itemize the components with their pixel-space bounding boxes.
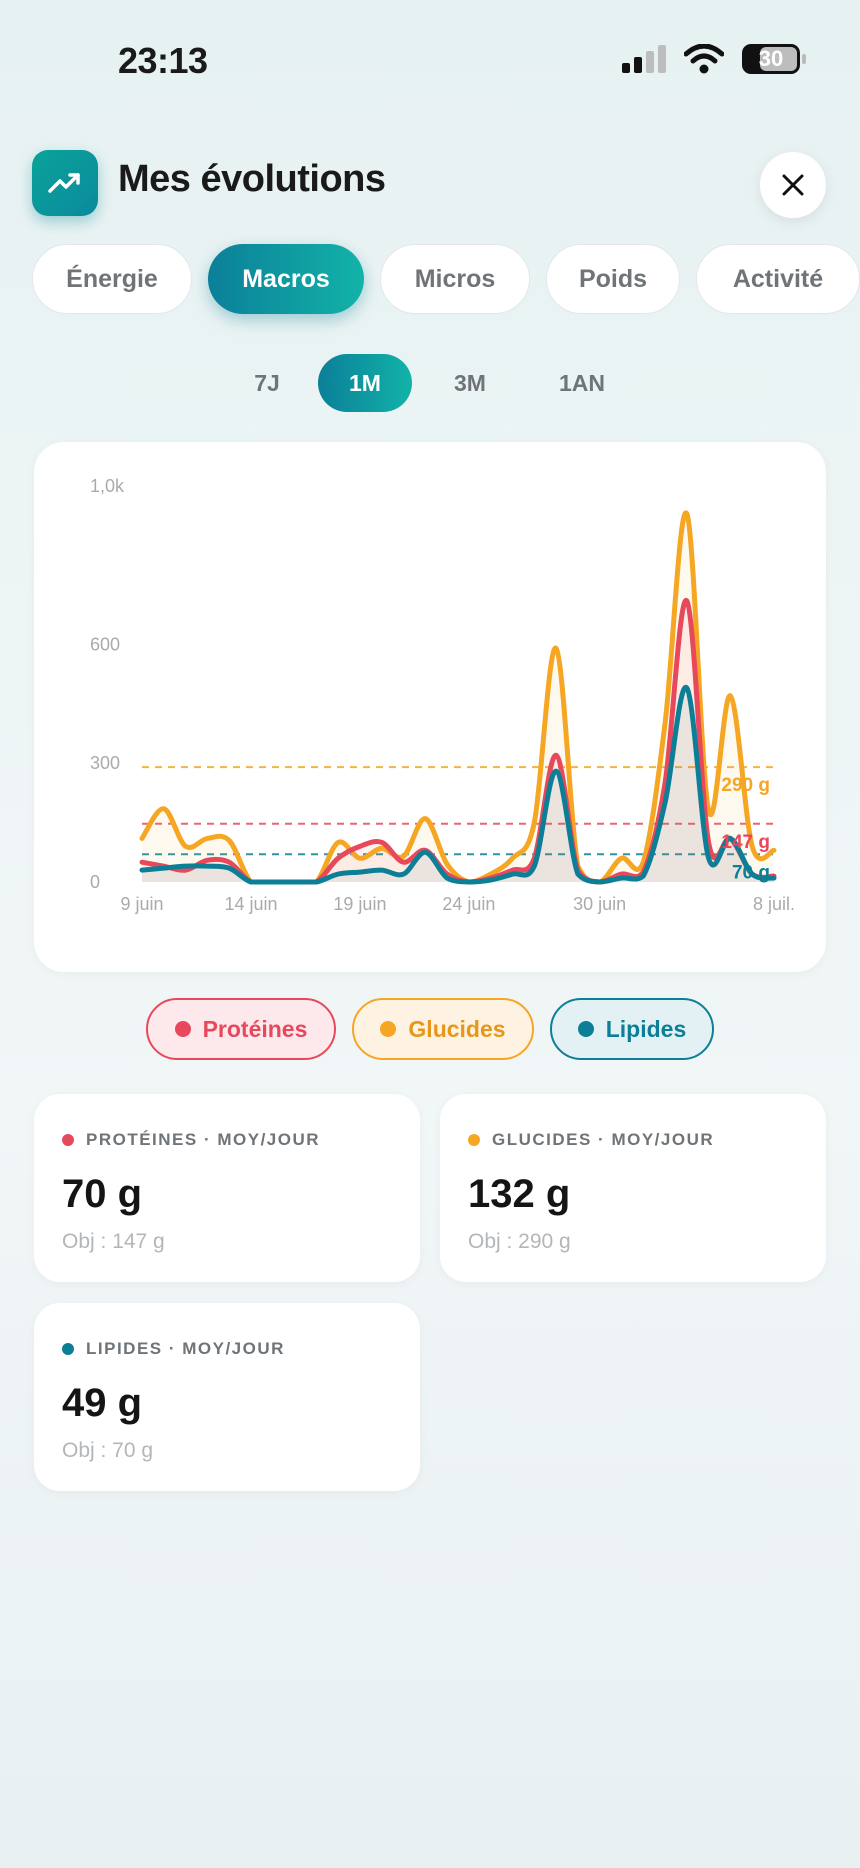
stat-objective: Obj : 147 g	[62, 1230, 165, 1253]
tab-energie[interactable]: Énergie	[32, 244, 192, 314]
x-tick-label: 30 juin	[573, 894, 626, 914]
macros-line-chart: 0 300 600 1,0k 9 juin 14 juin 19 juin 24 juin 30…	[90, 476, 795, 914]
range-3m[interactable]: 3M	[454, 369, 486, 396]
stat-objective: Obj : 70 g	[62, 1439, 154, 1462]
stat-dot	[62, 1343, 74, 1355]
tab-activite[interactable]: Activité	[696, 244, 860, 314]
target-label: 290 g	[721, 775, 770, 796]
legend-proteines[interactable]: Protéines	[146, 998, 336, 1060]
stat-value: 70 g	[62, 1172, 143, 1216]
series-line	[139, 685, 777, 885]
status-icons: 30	[622, 44, 806, 74]
chart-card: 0 300 600 1,0k 9 juin 14 juin 19 juin 24 juin 30…	[34, 442, 826, 972]
y-tick-label: 300	[90, 753, 120, 773]
legend-dot	[577, 1021, 594, 1037]
legend-dot	[174, 1021, 191, 1037]
stat-card-lipides: LIPIDES · MOY/JOUR 49 g Obj : 70 g	[34, 1303, 420, 1491]
x-tick-label: 9 juin	[120, 894, 163, 914]
y-tick-label: 600	[90, 634, 120, 654]
stat-card-proteines: PROTÉINES · MOY/JOUR 70 g Obj : 147 g	[34, 1094, 420, 1282]
stat-value: 49 g	[62, 1381, 143, 1425]
stat-label: PROTÉINES · MOY/JOUR	[86, 1130, 321, 1149]
range-7j[interactable]: 7J	[254, 369, 280, 396]
y-tick-label: 0	[90, 872, 100, 892]
battery-level: 30	[758, 46, 784, 71]
wifi-icon	[684, 44, 724, 74]
legend-lipides[interactable]: Lipides	[550, 998, 714, 1060]
range-1an[interactable]: 1AN	[558, 369, 605, 396]
stat-value: 132 g	[468, 1172, 571, 1216]
close-button[interactable]	[760, 152, 826, 218]
legend-glucides[interactable]: Glucides	[352, 998, 534, 1060]
close-icon	[782, 174, 804, 196]
target-label: 70 g	[732, 862, 770, 883]
stat-objective: Obj : 290 g	[468, 1230, 571, 1253]
stat-dot	[468, 1134, 480, 1146]
stat-card-glucides: GLUCIDES · MOY/JOUR 132 g Obj : 290 g	[440, 1094, 826, 1282]
x-tick-label: 24 juin	[442, 894, 495, 914]
signal-icon	[622, 45, 666, 73]
stat-label: GLUCIDES · MOY/JOUR	[492, 1130, 715, 1149]
tab-poids[interactable]: Poids	[546, 244, 680, 314]
target-label: 147 g	[721, 832, 770, 853]
stat-dot	[62, 1134, 74, 1146]
tab-micros[interactable]: Micros	[380, 244, 530, 314]
y-tick-label: 1,0k	[90, 476, 125, 496]
tab-macros[interactable]: Macros	[208, 244, 364, 314]
page-title: Mes évolutions	[118, 158, 386, 200]
x-tick-label: 8 juil.	[753, 894, 795, 914]
x-tick-label: 19 juin	[333, 894, 386, 914]
x-tick-label: 14 juin	[224, 894, 277, 914]
stat-label: LIPIDES · MOY/JOUR	[86, 1339, 285, 1358]
range-1m[interactable]: 1M	[318, 354, 412, 412]
battery-icon: 30	[742, 44, 806, 74]
legend-dot	[380, 1021, 397, 1037]
status-time: 23:13	[118, 40, 208, 81]
trend-icon	[32, 150, 98, 216]
